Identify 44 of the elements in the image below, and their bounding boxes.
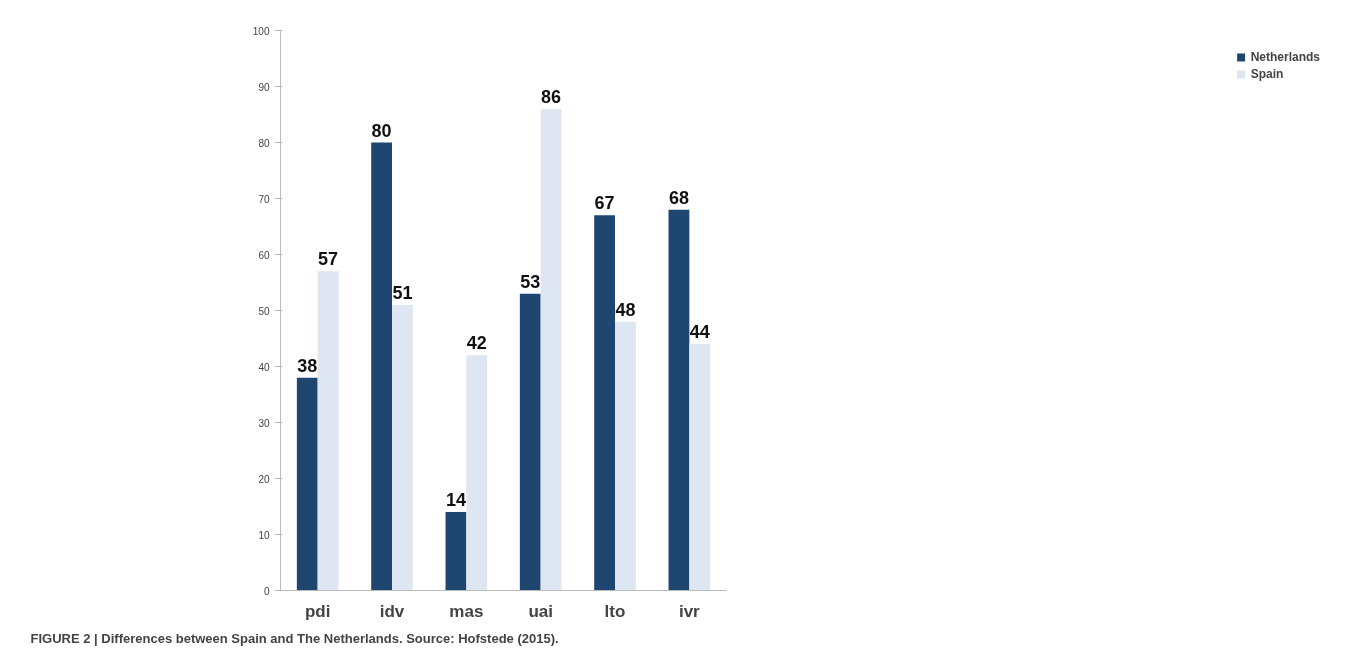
data-label: 53 xyxy=(520,271,541,292)
y-tick-label: 20 xyxy=(258,473,270,485)
y-tick-label: 70 xyxy=(258,193,270,205)
bar xyxy=(689,344,711,591)
x-tick-label: mas xyxy=(449,601,484,621)
x-tick-label: lto xyxy=(604,601,626,621)
data-label: 38 xyxy=(297,355,318,376)
data-label: 86 xyxy=(541,86,562,107)
data-label: 48 xyxy=(615,299,636,320)
legend-label: Spain xyxy=(1250,67,1284,81)
y-tick-label: 80 xyxy=(258,137,270,149)
data-label: 44 xyxy=(689,322,710,343)
bar xyxy=(668,209,690,591)
x-tick-label: uai xyxy=(528,601,553,621)
bar xyxy=(392,304,413,591)
data-label: 51 xyxy=(392,282,413,303)
x-tick-label: pdi xyxy=(304,601,331,621)
y-tick-label: 30 xyxy=(258,417,270,429)
data-label: 68 xyxy=(668,187,689,208)
data-label: 67 xyxy=(594,193,615,214)
caption: FIGURE 2 | Differences between Spain and The Netherlands. Source: Hofstede (2015). xyxy=(30,630,559,646)
bar xyxy=(594,215,615,591)
legend-label: Netherlands xyxy=(1250,50,1320,64)
x-tick-label: idv xyxy=(379,601,405,621)
bar xyxy=(445,512,467,591)
bar xyxy=(371,142,392,591)
y-tick-label: 40 xyxy=(258,361,270,373)
bar xyxy=(540,108,562,591)
data-label: 57 xyxy=(318,249,339,270)
y-tick-label: 90 xyxy=(258,81,270,93)
y-tick-label: 60 xyxy=(258,249,270,261)
y-tick-label: 0 xyxy=(263,585,270,597)
y-tick-label: 10 xyxy=(258,529,270,541)
bar xyxy=(296,377,318,591)
bar xyxy=(466,355,488,591)
data-label: 14 xyxy=(445,490,466,511)
bar xyxy=(519,293,541,591)
y-tick-label: 100 xyxy=(252,25,270,37)
bar xyxy=(615,321,636,591)
data-label: 80 xyxy=(371,120,392,141)
y-tick-label: 50 xyxy=(258,305,270,317)
data-label: 42 xyxy=(466,333,487,354)
bar xyxy=(317,271,339,591)
x-tick-label: ivr xyxy=(678,601,701,621)
